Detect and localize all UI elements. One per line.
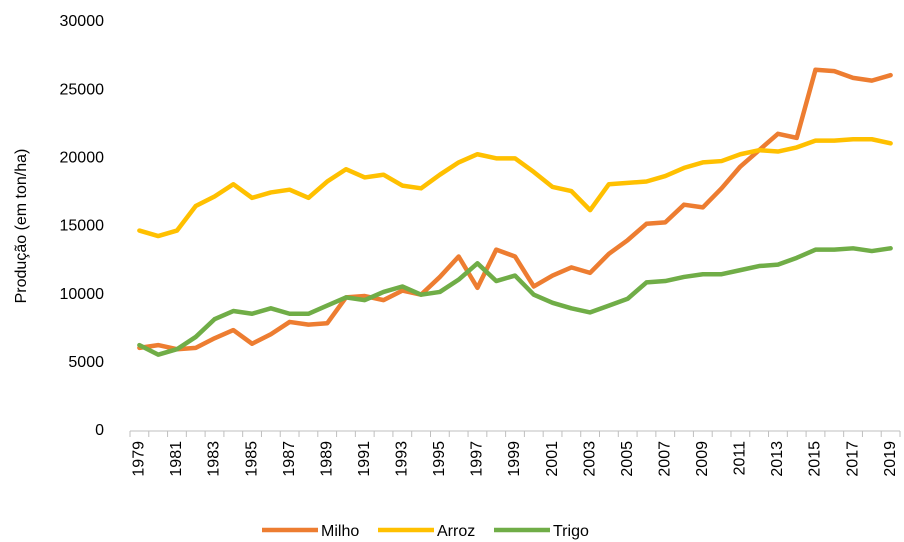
x-tick-label: 1993: [394, 441, 411, 477]
legend-label: Trigo: [553, 523, 589, 540]
y-axis-label: Produção (em ton/ha): [13, 149, 30, 304]
x-tick-label: 1997: [469, 441, 486, 477]
x-tick-label: 1983: [206, 441, 223, 477]
x-tick-label: 2003: [581, 441, 598, 477]
x-tick-label: 1979: [131, 441, 148, 477]
y-tick-label: 20000: [60, 150, 105, 167]
x-tick-label: 1999: [506, 441, 523, 477]
x-tick-label: 2017: [844, 441, 861, 477]
x-tick-label: 1985: [243, 441, 260, 477]
x-tick-label: 2009: [694, 441, 711, 477]
x-tick-label: 1987: [281, 441, 298, 477]
y-tick-label: 30000: [60, 13, 105, 30]
x-tick-label: 1995: [431, 441, 448, 477]
x-tick-label: 2015: [807, 441, 824, 477]
legend-label: Milho: [321, 523, 359, 540]
legend-label: Arroz: [437, 523, 475, 540]
line-series: [137, 246, 893, 357]
y-tick-label: 5000: [68, 354, 104, 371]
line-series: [137, 136, 893, 239]
y-tick-label: 10000: [60, 286, 105, 303]
y-tick-label: 0: [95, 422, 104, 439]
x-tick-label: 2013: [769, 441, 786, 477]
x-tick-label: 2001: [544, 441, 561, 477]
x-tick-label: 2019: [882, 441, 899, 477]
x-tick-label: 2007: [656, 441, 673, 477]
x-tick-label: 1981: [168, 441, 185, 477]
x-tick-label: 2011: [732, 441, 749, 476]
y-tick-label: 15000: [60, 218, 105, 235]
x-tick-label: 1989: [318, 441, 335, 477]
x-tick-label: 1991: [356, 441, 373, 477]
line-series: [137, 67, 893, 352]
y-tick-label: 25000: [60, 81, 105, 98]
x-tick-label: 2005: [619, 441, 636, 477]
